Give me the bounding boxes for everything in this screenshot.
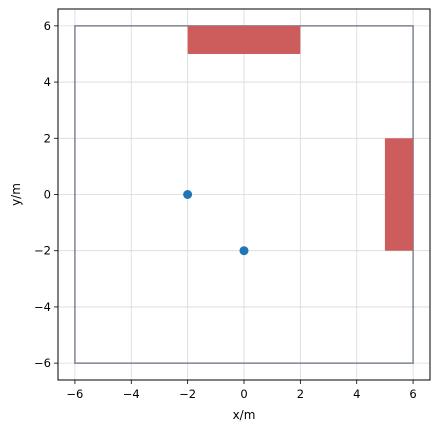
x-axis-ticks: −6 −4 −2 0 2 4 6: [66, 380, 417, 401]
point: [239, 246, 249, 256]
obstacle: [384, 138, 414, 251]
y-tick-label: −4: [34, 300, 51, 314]
x-axis-label: x/m: [233, 408, 256, 422]
x-tick-label: −2: [179, 387, 196, 401]
y-tick-label: 6: [44, 19, 51, 33]
y-tick-label: −2: [34, 244, 51, 258]
x-tick-label: −6: [66, 387, 83, 401]
x-tick-label: 0: [240, 387, 247, 401]
y-tick-label: 2: [44, 131, 51, 145]
obstacle: [187, 25, 301, 54]
x-tick-label: −4: [123, 387, 140, 401]
grid: [58, 9, 430, 380]
y-axis-ticks: −6 −4 −2 0 2 4 6: [34, 19, 58, 370]
x-tick-label: 4: [353, 387, 360, 401]
obstacles: [187, 25, 414, 251]
y-tick-label: 0: [44, 188, 51, 202]
points: [183, 190, 249, 256]
y-tick-label: 4: [44, 75, 51, 89]
point: [183, 190, 193, 199]
y-tick-label: −6: [34, 356, 51, 370]
y-axis-label: y/m: [9, 183, 23, 206]
x-tick-label: 2: [297, 387, 304, 401]
x-tick-label: 6: [409, 387, 416, 401]
